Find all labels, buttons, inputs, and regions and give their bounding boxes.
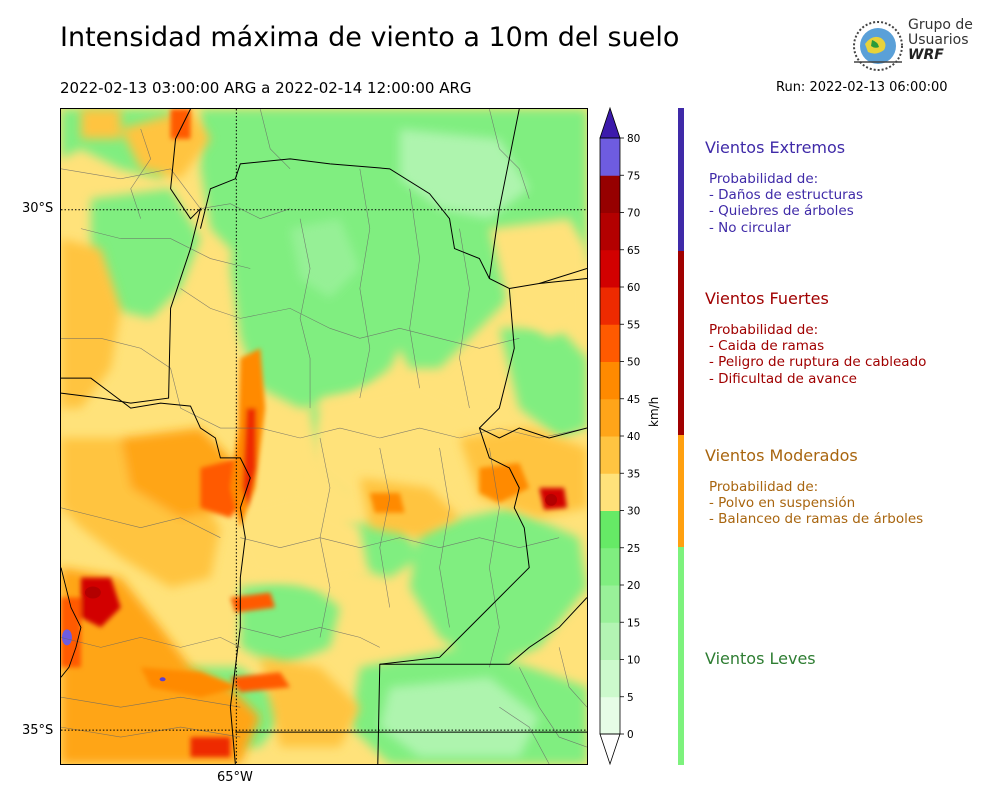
- colorbar-segment: [600, 249, 620, 288]
- colorbar-tick-label: 60: [627, 282, 640, 294]
- desc-line: - No circular: [709, 219, 791, 236]
- legend-bar-moderate: [678, 435, 684, 547]
- desc-line: - Polvo en suspensión: [709, 495, 856, 512]
- map-title: Intensidad máxima de viento a 10m del su…: [60, 22, 680, 53]
- colorbar-segment: [600, 138, 620, 176]
- desc-line: - Balanceo de ramas de árboles: [709, 511, 924, 528]
- logo-line-3: WRF: [908, 47, 944, 63]
- logo-line-1: Grupo de: [908, 17, 973, 33]
- colorbar-tick-label: 5: [627, 692, 634, 704]
- lat-label-30s: 30°S: [22, 201, 54, 216]
- lat-label-35s: 35°S: [22, 723, 54, 738]
- wrf-logo: [853, 21, 903, 71]
- desc-line: - Quiebres de árboles: [709, 203, 854, 220]
- field-extreme-cells: [61, 493, 558, 682]
- colorbar-tick-label: 35: [627, 468, 640, 480]
- country-border: [61, 567, 82, 678]
- legend-bar-strong: [678, 251, 684, 435]
- desc-line: - Peligro de ruptura de cableado: [709, 354, 927, 371]
- colorbar-segment: [600, 361, 620, 400]
- category-strong-desc: Probabilidad de: - Caida de ramas - Peli…: [709, 322, 926, 387]
- colorbar-tick-label: 15: [627, 617, 640, 629]
- colorbar-segment: [600, 436, 620, 474]
- colorbar: 0 5 10 15 20 25 30 35 40 45 50 55 60 65 70 75 80: [599, 106, 640, 766]
- field-strong-cells: [61, 109, 568, 758]
- colorbar-tick-label: 30: [627, 506, 640, 518]
- field-light-green: [290, 128, 540, 758]
- category-light-title: Vientos Leves: [705, 649, 816, 668]
- category-moderate-desc: Probabilidad de: - Polvo en suspensión -…: [709, 479, 923, 528]
- colorbar-max-extension: [599, 106, 621, 139]
- colorbar-segment: [600, 175, 620, 213]
- run-timestamp: Run: 2022-02-13 06:00:00: [776, 80, 948, 95]
- field-yellow-areas: [220, 218, 587, 588]
- colorbar-tick-label: 70: [627, 208, 640, 220]
- colorbar-tick-label: 40: [627, 431, 640, 443]
- colorbar-segment: [600, 585, 620, 623]
- wind-intensity-map: [60, 108, 588, 765]
- category-extreme: Vientos Extremos Probabilidad de: - Daño…: [705, 138, 863, 236]
- colorbar-segment: [600, 398, 620, 437]
- category-strong: Vientos Fuertes Probabilidad de: - Caida…: [705, 289, 926, 387]
- category-extreme-desc: Probabilidad de: - Daños de estructuras …: [709, 171, 863, 236]
- legend-bar-light: [678, 547, 684, 765]
- colorbar-tick-label: 45: [627, 394, 640, 406]
- colorbar-min-extension: [599, 733, 621, 766]
- colorbar-segment: [600, 473, 620, 511]
- desc-line: - Daños de estructuras: [709, 187, 864, 204]
- colorbar-tick-label: 20: [627, 580, 640, 592]
- logo-text: Grupo de Usuarios WRF: [908, 18, 973, 63]
- category-extreme-title: Vientos Extremos: [705, 138, 846, 157]
- category-light: Vientos Leves: [705, 649, 816, 668]
- colorbar-tick-label: 0: [627, 729, 634, 741]
- colorbar-tick-label: 80: [627, 133, 640, 145]
- colorbar-segment: [600, 287, 620, 325]
- logo-line-2: Usuarios: [908, 32, 969, 48]
- category-moderate-title: Vientos Moderados: [705, 446, 858, 465]
- colorbar-segment: [600, 547, 620, 586]
- province-borders: [61, 109, 587, 764]
- desc-line: - Caida de ramas: [709, 338, 825, 355]
- desc-line: - Dificultad de avance: [709, 370, 857, 387]
- colorbar-segment: [600, 696, 620, 735]
- desc-line: Probabilidad de:: [709, 479, 819, 495]
- legend-bar-extreme: [678, 108, 684, 251]
- colorbar-segment: [600, 212, 620, 251]
- graticule: [61, 109, 587, 764]
- colorbar-segment: [600, 510, 620, 549]
- colorbar-tick-label: 25: [627, 543, 640, 555]
- forecast-period: 2022-02-13 03:00:00 ARG a 2022-02-14 12:…: [60, 79, 472, 97]
- colorbar-tick-label: 10: [627, 655, 640, 667]
- desc-line: Probabilidad de:: [709, 322, 819, 338]
- category-strong-title: Vientos Fuertes: [705, 289, 829, 308]
- colorbar-tick-label: 65: [627, 245, 640, 257]
- colorbar-tick-label: 55: [627, 319, 640, 331]
- desc-line: Probabilidad de:: [709, 171, 819, 187]
- colorbar-tick-label: 50: [627, 357, 640, 369]
- colorbar-segment: [600, 622, 620, 660]
- lon-label-65w: 65°W: [217, 770, 253, 785]
- colorbar-segment: [600, 659, 620, 698]
- colorbar-tick-label: 75: [627, 170, 640, 182]
- category-moderate: Vientos Moderados Probabilidad de: - Pol…: [705, 446, 923, 528]
- colorbar-segment: [600, 324, 620, 362]
- globe-icon: [853, 21, 903, 71]
- colorbar-unit: km/h: [647, 396, 661, 427]
